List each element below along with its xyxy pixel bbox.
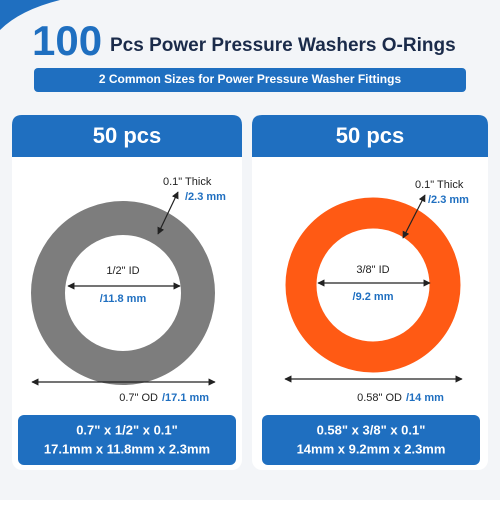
panel-quantity: 50 pcs xyxy=(93,123,162,148)
panel-quantity: 50 pcs xyxy=(336,123,405,148)
od-label: 0.58" OD xyxy=(357,392,402,404)
panel-header xyxy=(12,115,242,157)
size-inches: 0.58" x 3/8" x 0.1" xyxy=(317,422,426,437)
thick-label: 0.1" Thick xyxy=(163,176,212,188)
id-mm: /9.2 mm xyxy=(353,291,394,303)
od-mm: /17.1 mm xyxy=(162,392,209,404)
header-count: 100 xyxy=(32,17,102,64)
size-box xyxy=(18,415,236,465)
thick-label: 0.1" Thick xyxy=(415,179,464,191)
thick-mm: /2.3 mm xyxy=(185,191,226,203)
id-label: 1/2" ID xyxy=(106,265,139,277)
size-inches: 0.7" x 1/2" x 0.1" xyxy=(76,422,178,437)
thick-mm: /2.3 mm xyxy=(428,194,469,206)
panel-header xyxy=(252,115,488,157)
od-label: 0.7" OD xyxy=(119,392,158,404)
subtitle-banner xyxy=(34,68,466,92)
size-mm: 17.1mm x 11.8mm x 2.3mm xyxy=(44,441,210,456)
o-ring-orange xyxy=(285,197,461,373)
size-box xyxy=(262,415,480,465)
thick-arrow xyxy=(157,191,179,235)
id-mm: /11.8 mm xyxy=(100,293,147,305)
header-title: Pcs Power Pressure Washers O-Rings xyxy=(110,35,456,56)
id-label: 3/8" ID xyxy=(356,264,389,276)
corner-swoosh xyxy=(0,0,60,30)
header-subtitle: 2 Common Sizes for Power Pressure Washer… xyxy=(99,72,402,86)
size-mm: 14mm x 9.2mm x 2.3mm xyxy=(297,441,446,456)
o-ring-gray xyxy=(31,201,215,385)
od-mm: /14 mm xyxy=(406,392,444,404)
thick-arrow xyxy=(402,194,426,239)
